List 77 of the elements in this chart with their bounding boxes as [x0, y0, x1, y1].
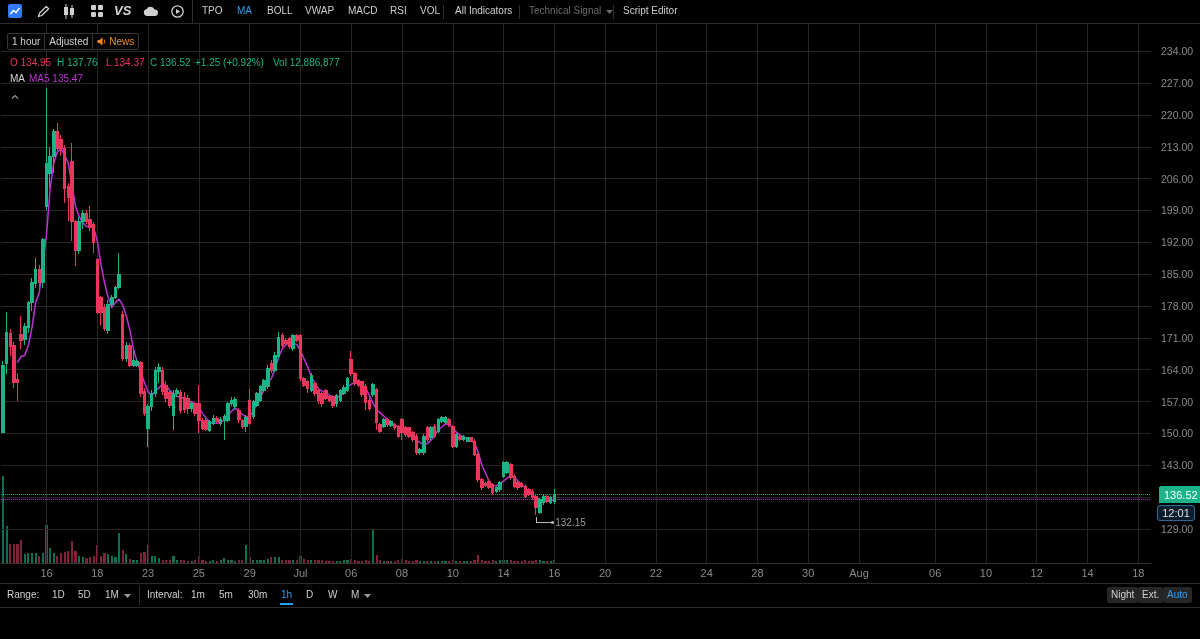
- annotation: Adjusted: [49, 34, 89, 49]
- text: Interval:: [147, 588, 183, 602]
- text: 5m: [219, 588, 233, 602]
- text: Script Editor: [623, 4, 678, 18]
- x-tick-label: Aug: [849, 566, 869, 579]
- text: M: [351, 588, 360, 602]
- x-tick-label: 16: [40, 566, 53, 579]
- text: 1h: [281, 588, 293, 602]
- x-tick-label: 06: [345, 566, 358, 579]
- annotation: O 134.95: [10, 56, 52, 70]
- x-tick-label: 12: [1030, 566, 1043, 579]
- x-tick-label: 08: [395, 566, 409, 579]
- annotation: Vol 12,886,877: [273, 56, 340, 70]
- annotation: MA: [10, 72, 25, 86]
- y-tick-label: 234.00: [1161, 45, 1194, 58]
- annotation: News: [109, 34, 135, 49]
- annotation: +1.25 (+0.92%): [195, 56, 264, 70]
- text: 12:01: [1157, 505, 1195, 521]
- x-tick-label: 20: [598, 566, 612, 579]
- x-tick-label: 06: [929, 566, 942, 579]
- text: All Indicators: [455, 4, 513, 18]
- y-tick-label: 150.00: [1161, 427, 1194, 440]
- text: VWAP: [305, 4, 335, 18]
- text: 1M: [105, 588, 119, 602]
- ref-line-label: 136.52: [1164, 488, 1198, 501]
- text: MA5 135.47: [29, 72, 83, 86]
- x-tick-label: 22: [649, 566, 663, 579]
- y-tick-label: 199.00: [1161, 204, 1194, 217]
- annotation: L 134.37: [106, 56, 145, 70]
- x-tick-label: 23: [141, 566, 155, 579]
- y-tick-label: 206.00: [1161, 172, 1194, 185]
- y-tick-label: 178.00: [1161, 300, 1194, 313]
- text: Night: [1107, 587, 1139, 603]
- x-tick-label: 18: [1132, 566, 1145, 579]
- x-tick-label: 14: [1081, 566, 1094, 579]
- text: TPO: [202, 4, 223, 18]
- text: 1m: [191, 588, 205, 602]
- text: BOLL: [267, 4, 293, 18]
- annotation: H 137.76: [57, 56, 98, 70]
- x-tick-label: Jul: [293, 566, 308, 579]
- text: D: [306, 588, 314, 602]
- annotation: 132.15: [555, 515, 586, 530]
- y-tick-label: 213.00: [1161, 140, 1194, 153]
- text: MA: [237, 4, 252, 18]
- x-tick-label: 30: [802, 566, 815, 579]
- text: VOL: [420, 4, 441, 18]
- y-tick-label: 220.00: [1161, 108, 1194, 121]
- text: Auto: [1163, 587, 1192, 603]
- x-tick-label: 24: [700, 566, 713, 579]
- y-tick-label: 129.00: [1161, 522, 1194, 535]
- text: Range:: [7, 588, 40, 602]
- text: RSI: [390, 4, 407, 18]
- y-tick-label: 164.00: [1161, 363, 1194, 376]
- x-tick-label: 14: [497, 566, 510, 579]
- x-tick-label: 25: [192, 566, 205, 579]
- y-tick-label: 143.00: [1161, 459, 1194, 472]
- y-tick-label: 171.00: [1161, 331, 1194, 344]
- annotation: 1 hour: [12, 34, 41, 49]
- text: W: [328, 588, 338, 602]
- y-tick-label: 157.00: [1161, 395, 1194, 408]
- y-tick-label: 185.00: [1161, 268, 1194, 281]
- text: 30m: [248, 588, 268, 602]
- text: Ext.: [1138, 587, 1164, 603]
- x-tick-label: 16: [548, 566, 561, 579]
- x-tick-label: 10: [979, 566, 993, 579]
- text: 5D: [78, 588, 91, 602]
- y-tick-label: 227.00: [1161, 77, 1194, 90]
- x-tick-label: 28: [751, 566, 764, 579]
- annotation: C 136.52: [150, 56, 191, 70]
- text: 1D: [52, 588, 65, 602]
- y-tick-label: 192.00: [1161, 236, 1194, 249]
- text: VS: [114, 3, 132, 18]
- x-tick-label: 10: [446, 566, 459, 579]
- text: Technical Signal: [529, 4, 602, 18]
- x-tick-label: 29: [243, 566, 256, 579]
- text: MACD: [348, 4, 378, 18]
- x-tick-label: 18: [91, 566, 104, 579]
